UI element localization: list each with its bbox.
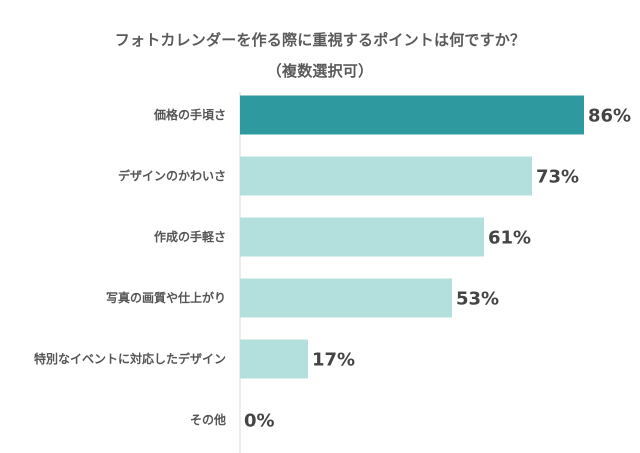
category-label: 作成の手軽さ xyxy=(154,229,226,244)
bar xyxy=(240,156,532,196)
value-label: 86% xyxy=(588,106,631,127)
value-label: 73% xyxy=(536,167,579,188)
category-label: 特別なイベントに対応したデザイン xyxy=(34,351,226,366)
bar xyxy=(240,278,452,318)
category-label: デザインのかわいさ xyxy=(118,168,226,183)
bar xyxy=(240,217,484,257)
value-label: 61% xyxy=(488,228,531,249)
value-label: 17% xyxy=(312,350,355,371)
value-label: 53% xyxy=(456,289,499,310)
category-label: 価格の手頃さ xyxy=(153,107,226,122)
chart-title: フォトカレンダーを作る際に重視するポイントは何ですか？ xyxy=(114,31,526,49)
chart-subtitle: （複数選択可） xyxy=(266,62,374,80)
category-label: その他 xyxy=(190,412,226,427)
category-label: 写真の画質や仕上がり xyxy=(106,290,226,305)
bar xyxy=(240,95,584,135)
bar xyxy=(240,339,308,379)
value-label: 0% xyxy=(244,411,275,432)
